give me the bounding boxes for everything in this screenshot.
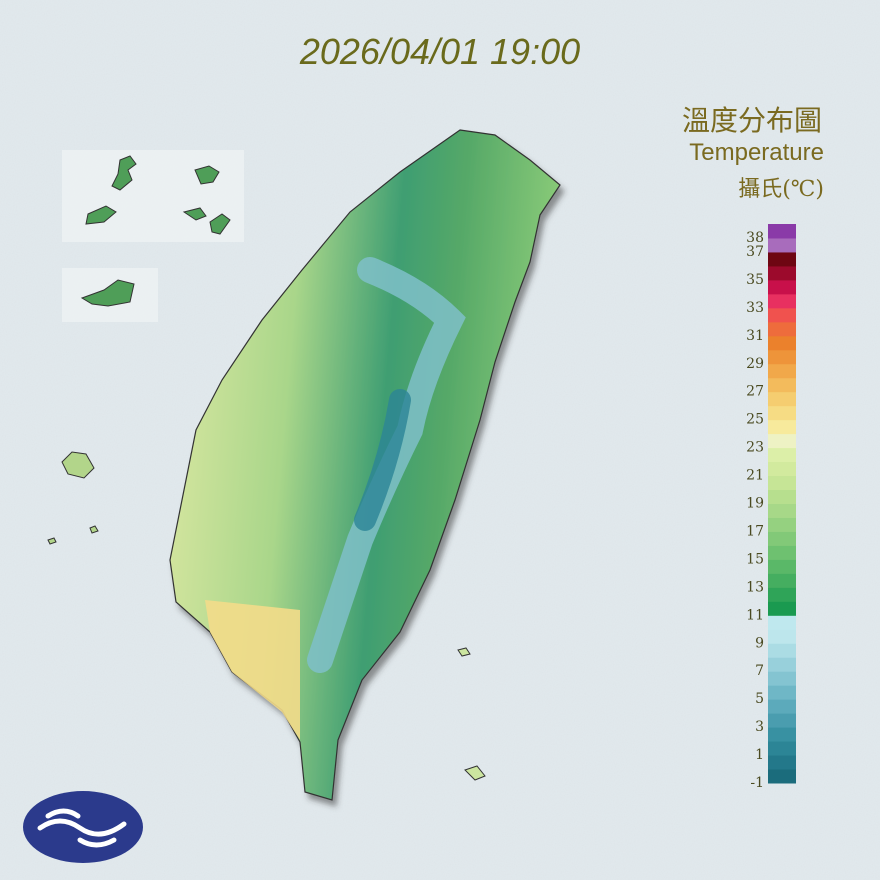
color-band: [768, 713, 796, 728]
tick-label: 29: [746, 356, 764, 372]
color-band: [768, 643, 796, 658]
small-islands: [457, 647, 486, 781]
cwa-logo-mark: [37, 808, 127, 848]
legend-unit: 攝氏(℃): [738, 177, 824, 202]
tick-label: 9: [755, 635, 764, 651]
color-band: [768, 391, 796, 407]
tick-label: 38: [746, 230, 764, 246]
color-band: [768, 363, 796, 379]
tick-label: 15: [746, 551, 764, 567]
tick-label: 7: [755, 663, 764, 679]
color-band: [768, 224, 796, 239]
color-band: [768, 489, 796, 504]
legend-subtitle: Temperature: [689, 139, 824, 166]
penghu-islands: [47, 451, 99, 545]
tick-label: 35: [746, 272, 764, 288]
color-band: [768, 545, 796, 560]
color-band: [768, 671, 796, 686]
tick-label: 31: [746, 328, 764, 344]
mountain-ridge: [307, 257, 466, 673]
warm-area: [205, 600, 300, 740]
color-band: [768, 657, 796, 672]
inset-islands: [85, 155, 231, 235]
color-band: [768, 265, 796, 281]
tick-label: 1: [755, 747, 764, 763]
color-band: [768, 293, 796, 309]
color-band: [768, 629, 796, 644]
color-band: [768, 755, 796, 770]
inset-islands: [80, 279, 135, 307]
tick-label: 33: [746, 300, 764, 316]
tick-label: -1: [750, 775, 764, 791]
color-band: [768, 559, 796, 574]
tick-label: 37: [746, 244, 764, 260]
color-band: [768, 587, 796, 602]
color-band: [768, 405, 796, 421]
color-band: [768, 251, 796, 267]
tick-label: 19: [746, 496, 764, 512]
tick-label: 3: [755, 719, 764, 735]
color-band: [768, 335, 796, 351]
color-band: [768, 461, 796, 477]
color-band: [768, 279, 796, 295]
color-band: [768, 573, 796, 588]
color-band: [768, 307, 796, 323]
color-band: [768, 377, 796, 393]
color-band: [768, 615, 796, 630]
tick-label: 25: [746, 412, 764, 428]
legend-title: 溫度分布圖: [682, 104, 822, 137]
color-band: [768, 321, 796, 337]
color-band: [768, 531, 796, 546]
color-band: [768, 475, 796, 491]
color-band: [768, 349, 796, 365]
tick-label: 21: [746, 468, 764, 484]
tick-label: 5: [755, 691, 764, 707]
color-band: [768, 699, 796, 714]
color-band: [768, 419, 796, 435]
tick-label: 17: [746, 523, 764, 539]
color-band: [768, 447, 796, 463]
color-band: [768, 741, 796, 756]
color-band: [768, 727, 796, 742]
datetime: 2026/04/01 19:00: [299, 31, 580, 72]
tick-label: 27: [746, 384, 764, 400]
mountain-peak: [354, 389, 411, 531]
tick-label: 13: [746, 579, 764, 595]
color-band: [768, 237, 796, 253]
color-band: [768, 685, 796, 700]
color-band: [768, 503, 796, 518]
color-band: [768, 517, 796, 532]
tick-label: 23: [746, 440, 764, 456]
tick-label: 11: [746, 607, 764, 623]
color-band: [768, 601, 796, 616]
color-band: [768, 769, 796, 784]
color-band: [768, 433, 796, 449]
